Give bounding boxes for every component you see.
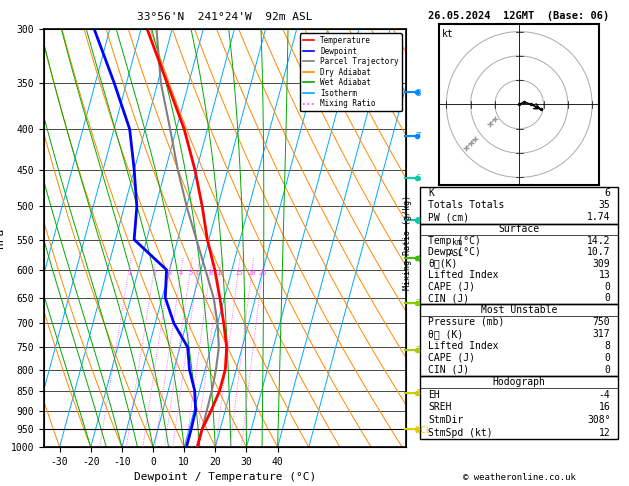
Text: -4: -4 [599, 390, 610, 399]
Text: © weatheronline.co.uk: © weatheronline.co.uk [463, 473, 576, 482]
Text: 1: 1 [127, 270, 131, 276]
Text: Mixing Ratio (g/kg): Mixing Ratio (g/kg) [403, 195, 412, 291]
Text: CAPE (J): CAPE (J) [428, 281, 475, 292]
Text: 13: 13 [599, 270, 610, 280]
Text: Most Unstable: Most Unstable [481, 305, 557, 315]
Text: 0: 0 [604, 293, 610, 303]
Text: kt: kt [442, 29, 454, 39]
Text: 750: 750 [593, 317, 610, 327]
Text: 12: 12 [599, 428, 610, 437]
Text: Dewp (°C): Dewp (°C) [428, 247, 481, 257]
Text: 26.05.2024  12GMT  (Base: 06): 26.05.2024 12GMT (Base: 06) [428, 11, 610, 20]
Text: 0: 0 [604, 364, 610, 375]
Text: SREH: SREH [428, 402, 452, 412]
Text: 0: 0 [604, 353, 610, 363]
Text: 33°56'N  241°24'W  92m ASL: 33°56'N 241°24'W 92m ASL [137, 12, 313, 22]
Text: 14.2: 14.2 [587, 236, 610, 246]
Text: CIN (J): CIN (J) [428, 293, 469, 303]
Text: CIN (J): CIN (J) [428, 364, 469, 375]
Text: 308°: 308° [587, 415, 610, 425]
Text: 6: 6 [604, 188, 610, 198]
Text: Pressure (mb): Pressure (mb) [428, 317, 504, 327]
Text: StmDir: StmDir [428, 415, 464, 425]
Text: 10: 10 [216, 270, 225, 276]
Text: θᴄ(K): θᴄ(K) [428, 259, 457, 269]
Text: 35: 35 [599, 200, 610, 210]
Text: 8: 8 [604, 341, 610, 351]
Text: 6: 6 [196, 270, 200, 276]
Y-axis label: hPa: hPa [0, 228, 5, 248]
Text: Lifted Index: Lifted Index [428, 341, 499, 351]
Text: 317: 317 [593, 329, 610, 339]
Text: 2: 2 [152, 270, 157, 276]
Text: EH: EH [428, 390, 440, 399]
Text: K: K [428, 188, 434, 198]
Y-axis label: km
ASL: km ASL [449, 238, 464, 258]
Text: 25: 25 [259, 270, 267, 276]
Text: 10.7: 10.7 [587, 247, 610, 257]
X-axis label: Dewpoint / Temperature (°C): Dewpoint / Temperature (°C) [134, 472, 316, 483]
Text: 20: 20 [248, 270, 256, 276]
Text: 0: 0 [604, 281, 610, 292]
Text: PW (cm): PW (cm) [428, 212, 469, 223]
Text: Hodograph: Hodograph [493, 377, 546, 387]
Text: Surface: Surface [499, 224, 540, 234]
Text: 15: 15 [234, 270, 243, 276]
Text: Totals Totals: Totals Totals [428, 200, 504, 210]
Text: θᴄ (K): θᴄ (K) [428, 329, 464, 339]
Text: Lifted Index: Lifted Index [428, 270, 499, 280]
Text: 309: 309 [593, 259, 610, 269]
Legend: Temperature, Dewpoint, Parcel Trajectory, Dry Adiabat, Wet Adiabat, Isotherm, Mi: Temperature, Dewpoint, Parcel Trajectory… [299, 33, 402, 111]
Text: Temp (°C): Temp (°C) [428, 236, 481, 246]
Text: 1.74: 1.74 [587, 212, 610, 223]
Text: 16: 16 [599, 402, 610, 412]
Text: CAPE (J): CAPE (J) [428, 353, 475, 363]
Text: 4: 4 [179, 270, 184, 276]
Text: 8: 8 [208, 270, 213, 276]
Text: 5: 5 [188, 270, 192, 276]
Text: StmSpd (kt): StmSpd (kt) [428, 428, 493, 437]
Text: 3: 3 [168, 270, 172, 276]
